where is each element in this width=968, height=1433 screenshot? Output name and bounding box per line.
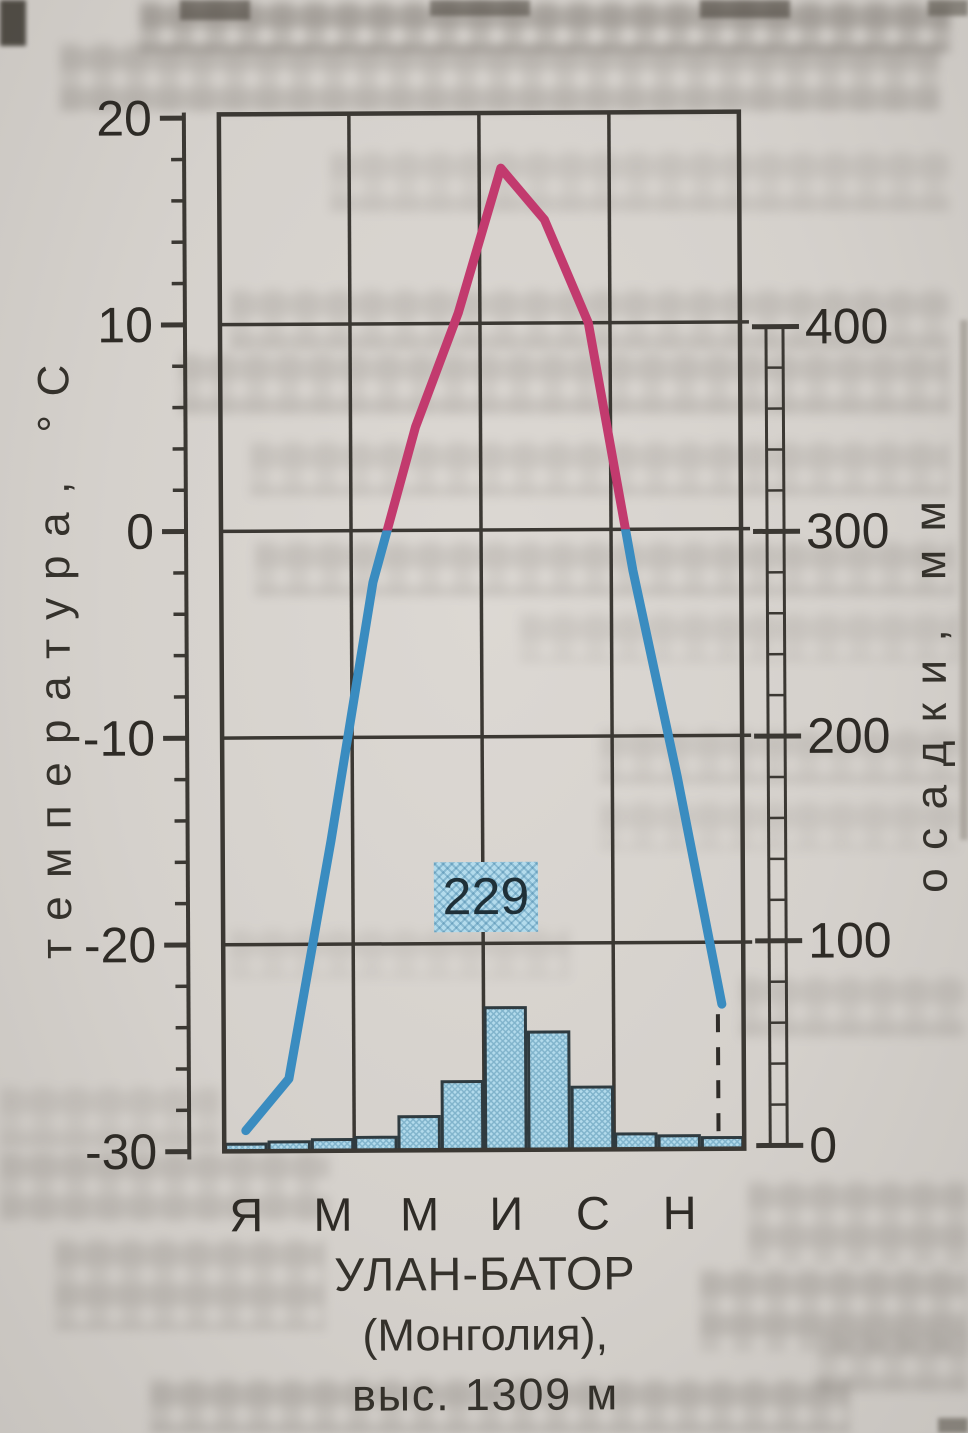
precipitation-bar (526, 1030, 571, 1152)
precipitation-axis-title-text: осадки, мм (905, 482, 957, 893)
precipitation-tick-label: 100 (808, 912, 892, 968)
precipitation-tick-label: 200 (807, 707, 891, 763)
precipitation-tick-label: 300 (806, 503, 890, 559)
temperature-tick-label: -20 (84, 917, 157, 973)
month-label: М (313, 1188, 352, 1241)
month-label: И (489, 1187, 523, 1240)
precipitation-tick-label: 400 (805, 298, 889, 354)
precipitation-bar (440, 1080, 485, 1152)
temperature-tick-label: -30 (85, 1124, 158, 1180)
station-elevation: выс. 1309 м (351, 1368, 620, 1421)
temperature-line-cold (241, 527, 727, 1136)
december-dashed-line (715, 1014, 721, 1141)
station-country: (Монголия), (362, 1308, 609, 1361)
plot-border (216, 109, 747, 1154)
precipitation-axis-title: осадки, мм (882, 297, 968, 1077)
temperature-tick-label: 20 (96, 90, 152, 146)
station-caption: УЛАН-БАТОР (Монголия), выс. 1309 м (225, 1245, 746, 1423)
month-label: Я (229, 1188, 263, 1241)
gridline-h (221, 526, 751, 534)
gridline-h (219, 320, 749, 327)
temperature-axis-title: температура, °С (5, 152, 106, 1152)
precipitation-bar (570, 1085, 615, 1152)
temperature-tick-label: 0 (126, 504, 154, 560)
gridline-v (477, 113, 487, 1151)
gridline-v (607, 112, 617, 1150)
temperature-line-warm (241, 163, 727, 533)
gridline-h (222, 733, 752, 740)
precipitation-bar (397, 1115, 441, 1152)
annual-precipitation-badge: 229 (433, 861, 539, 933)
station-name: УЛАН-БАТОР (334, 1246, 636, 1301)
temperature-tick-label: 10 (97, 297, 153, 353)
precipitation-tick-label: 0 (809, 1117, 837, 1173)
temperature-axis-title-text: температура, °С (29, 345, 82, 959)
month-label: М (400, 1187, 439, 1240)
month-label: С (576, 1186, 610, 1239)
gridline-v (347, 113, 357, 1151)
precipitation-bar (483, 1006, 528, 1152)
temperature-tick-label: -10 (83, 710, 156, 766)
month-label: Н (662, 1186, 696, 1239)
temperature-axis (181, 112, 192, 1160)
gridline-h (223, 940, 753, 947)
